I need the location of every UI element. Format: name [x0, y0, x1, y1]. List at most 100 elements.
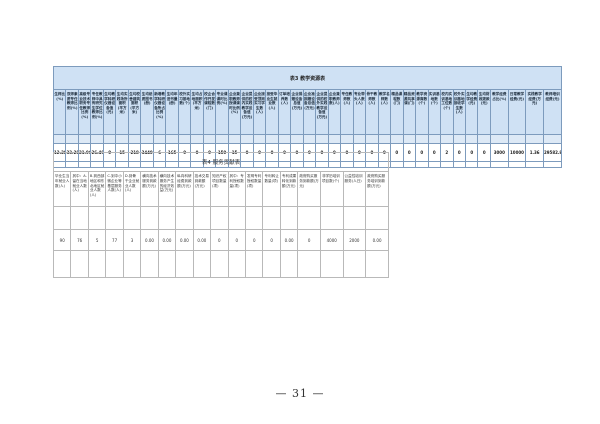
- table-cell: 76: [70, 229, 89, 251]
- table-cell: 0: [262, 229, 281, 251]
- table-cell: [415, 134, 429, 144]
- table-cell: [302, 134, 317, 144]
- table-cell: [65, 134, 79, 144]
- table-cell: [427, 134, 442, 144]
- table-cell: [415, 161, 429, 168]
- table-cell: [265, 134, 279, 144]
- table-cell: [227, 206, 246, 230]
- table-cell: [102, 134, 117, 144]
- table-title: 表4 服务贡献表: [53, 152, 389, 172]
- table-cell: [115, 134, 129, 144]
- page-number: — 31 —: [275, 387, 325, 400]
- table-cell: 0: [464, 143, 479, 162]
- table-title: 表3 教学资源表: [53, 66, 562, 90]
- column-header: 订单培养数(人): [277, 89, 292, 135]
- table-cell: [262, 206, 281, 230]
- table-cell: 0.00: [279, 229, 299, 251]
- table-cell: 0: [427, 143, 442, 162]
- table-cell: [140, 134, 154, 144]
- column-header: 高级专业技术职务专任教师比例(%): [77, 89, 92, 135]
- column-header: 专利转让数量(项): [262, 171, 281, 207]
- table-cell: [402, 134, 417, 144]
- column-header: 政府购买服务到款额(万元): [297, 171, 321, 207]
- table-cell: [190, 134, 204, 144]
- table-cell: 0: [210, 229, 229, 251]
- column-header: 专任教师数(人): [340, 89, 354, 135]
- table-cell: [319, 206, 344, 230]
- table-cell: [525, 134, 544, 144]
- table-cell: [90, 134, 104, 144]
- table-cell: [452, 161, 467, 168]
- column-header: D.到骨干企业就业人数(人): [122, 171, 142, 207]
- table-cell: [319, 250, 344, 278]
- table-cell: [77, 134, 92, 144]
- table-cell: [352, 134, 367, 144]
- table-cell: [542, 134, 563, 144]
- table-cell: [439, 161, 454, 168]
- table-cell: [244, 250, 264, 278]
- table-cell: 3000: [489, 143, 509, 162]
- service-contribution-table: 表4 服务贡献表 毕业生当年就业人数(人) 其中：A.留在当地就业人数(人) B.到…: [52, 152, 389, 278]
- table-cell: 10000: [507, 143, 527, 162]
- column-header: 企业提供的校外实践教学设备值(万元): [315, 89, 329, 135]
- table-cell: [52, 250, 72, 278]
- table-cell: [127, 134, 142, 144]
- table-cell: [157, 250, 177, 278]
- table-spacer-row: [52, 134, 563, 144]
- column-header: 其中：专利授权数量(项): [227, 171, 246, 207]
- table-cell: [87, 250, 107, 278]
- column-header: 非学历培训项目数(个): [319, 171, 344, 207]
- column-header: 生均实践场所面积(平方米): [115, 89, 129, 135]
- table-cell: [525, 161, 544, 168]
- column-header: 接受毕业生就业数(人): [265, 89, 279, 135]
- table-cell: 1.36: [525, 143, 544, 162]
- table-cell: [210, 206, 229, 230]
- column-header: 毕业生当年就业人数(人): [52, 171, 72, 207]
- table-cell: [215, 134, 229, 144]
- column-header: 知识产权项目数量(项): [210, 171, 229, 207]
- column-header: 技术交易到款额(万元): [192, 171, 212, 207]
- table-cell: [477, 161, 491, 168]
- column-header: 生均教学科研仪器设备值(元): [102, 89, 117, 135]
- table-cell: [542, 161, 563, 168]
- column-header: 企业兼职教师授课课时比例(%): [227, 89, 242, 135]
- table-cell: 0.00: [192, 229, 212, 251]
- table-spacer-row: [52, 206, 389, 230]
- table-header-row: 毕业生当年就业人数(人) 其中：A.留在当地就业人数(人) B.到西部地区和东北地区…: [52, 171, 389, 207]
- column-header: 校外实习基地数(个): [177, 89, 192, 135]
- table-cell: 2: [439, 143, 454, 162]
- column-header: 企业兼职教师数(人): [327, 89, 342, 135]
- table-cell: [365, 206, 389, 230]
- column-header: 纵向科研经费到款额(万元): [175, 171, 194, 207]
- table-cell: [279, 206, 299, 230]
- table-cell: [452, 134, 467, 144]
- column-header: 骨干教师数(人): [365, 89, 379, 135]
- table-cell: 90: [52, 229, 72, 251]
- table-cell: [390, 134, 404, 144]
- table-cell: [70, 206, 89, 230]
- table-cell: [175, 250, 194, 278]
- column-header: 双师素质专任教师比例(%): [65, 89, 79, 135]
- table-cell: 0.00: [175, 229, 194, 251]
- table-cell: [52, 206, 72, 230]
- column-header: 生均教学经费(元): [464, 89, 479, 135]
- table-cell: 5: [87, 229, 107, 251]
- table-cell: [315, 134, 329, 144]
- table-cell: [252, 134, 267, 144]
- table-cell: [175, 206, 194, 230]
- table-cell: [489, 134, 509, 144]
- table-title-row: 表3 教学资源表: [53, 66, 562, 90]
- table-cell: [297, 250, 321, 278]
- column-header: 教学经费占比(%): [489, 89, 509, 135]
- column-header: 横向技术服务产生的经济效益(万元): [157, 171, 177, 207]
- column-header: 政府购买服务培训到款额(万元): [365, 171, 389, 207]
- table-row: 90 76 5 77 3 0.00 0.00 0.00 0.00 0 0 0 0 0.00 0 4000 200…: [52, 229, 389, 251]
- table-cell: 0: [402, 143, 417, 162]
- table-cell: [297, 206, 321, 230]
- table-cell: 0: [415, 143, 429, 162]
- table-cell: [464, 134, 479, 144]
- table-cell: 0: [227, 229, 246, 251]
- table-cell: [279, 250, 299, 278]
- table-cell: [70, 250, 89, 278]
